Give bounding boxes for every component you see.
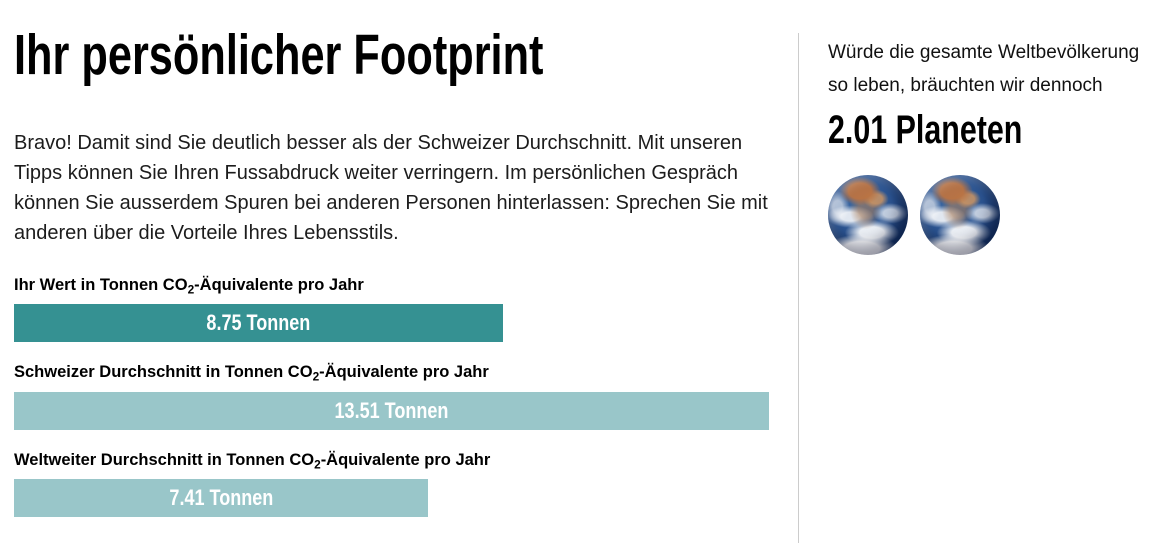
bar-label-post: -Äquivalente pro Jahr [194,276,364,294]
bar-label-pre: Schweizer Durchschnitt in Tonnen CO [14,363,313,382]
bar-label-pre: Weltweiter Durchschnitt in Tonnen CO [14,450,315,469]
earth-image-row [828,175,1164,255]
page-title: Ihr persönlicher Footprint [14,24,711,87]
planets-value-text: 2.01 Planeten [828,108,1023,152]
bar-value-world-average: 7.41 Tonnen [169,484,274,510]
bar-track: 7.41 Tonnen [14,478,769,517]
bar-label-pre: Ihr Wert in Tonnen CO [14,276,188,294]
planets-sidebar: Würde die gesamte Weltbevölkerung so leb… [828,36,1164,255]
bar-row-swiss-average: Schweizer Durchschnitt in Tonnen CO2-Äqu… [14,363,769,430]
bar-label-post: -Äquivalente pro Jahr [319,363,489,382]
planets-note: Würde die gesamte Weltbevölkerung so leb… [828,42,1140,96]
footprint-bar-chart: Ihr Wert in Tonnen CO2-Äquivalente pro J… [14,276,769,517]
planets-value: 2.01 Planeten [828,109,1164,151]
bar-value-personal: 8.75 Tonnen [206,310,311,336]
bar-label-personal: Ihr Wert in Tonnen CO2-Äquivalente pro J… [14,276,769,296]
co2-subscript: 2 [187,282,195,297]
earth-image [828,175,908,255]
bar-track: 13.51 Tonnen [14,391,769,430]
page-title-text: Ihr persönlicher Footprint [14,23,544,87]
bar-personal: 8.75 Tonnen [14,304,503,343]
intro-text: Bravo! Damit sind Sie deutlich besser al… [14,132,768,244]
bar-world-average: 7.41 Tonnen [14,478,429,517]
bar-label-swiss-average: Schweizer Durchschnitt in Tonnen CO2-Äqu… [14,363,769,383]
bar-row-world-average: Weltweiter Durchschnitt in Tonnen CO2-Äq… [14,451,769,517]
bar-swiss-average: 13.51 Tonnen [14,391,769,430]
bar-row-personal: Ihr Wert in Tonnen CO2-Äquivalente pro J… [14,276,769,343]
earth-image [920,175,1000,255]
co2-subscript: 2 [312,369,320,384]
bar-value-swiss-average: 13.51 Tonnen [334,397,449,423]
bar-label-world-average: Weltweiter Durchschnitt in Tonnen CO2-Äq… [14,451,769,471]
co2-subscript: 2 [314,456,321,471]
bar-track: 8.75 Tonnen [14,304,769,343]
bar-label-post: -Äquivalente pro Jahr [320,450,491,469]
vertical-divider [798,33,799,543]
